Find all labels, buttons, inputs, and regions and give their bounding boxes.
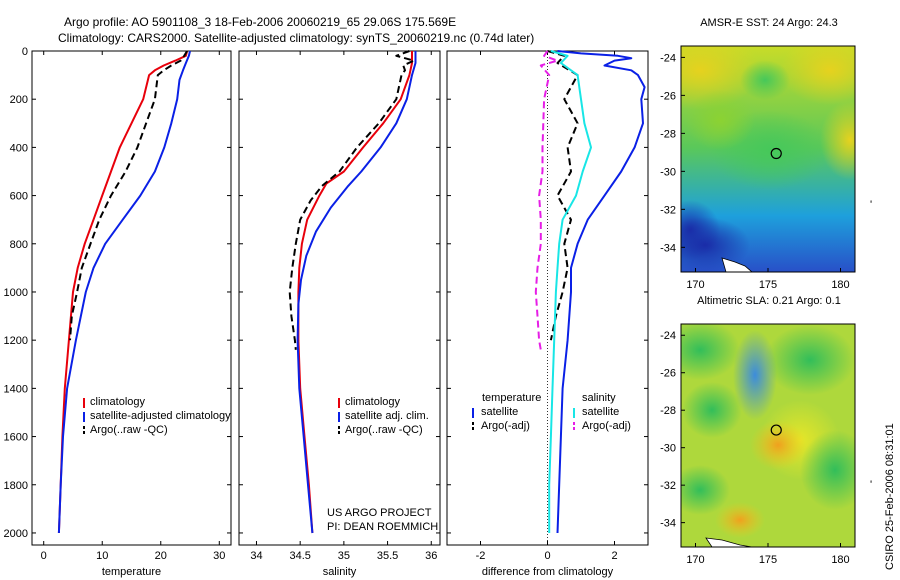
legend-label-satellite-adjusted: satellite adj. clim.: [345, 410, 429, 422]
series-line-satellite-adj-clim: [296, 51, 417, 534]
x-axis-label: salinity: [323, 566, 357, 578]
y-tick-label: -30: [660, 443, 676, 455]
y-tick-label: 0: [22, 46, 28, 58]
series-line-argo-adj: [534, 50, 559, 350]
x-tick-label: 175: [759, 554, 777, 566]
sla-map-panel: Altimetric SLA: 0.21 Argo: 0.1 170 175 180 -…: [660, 295, 856, 566]
x-tick-label: 180: [831, 279, 849, 291]
plot-frame: [31, 50, 232, 546]
legend-label-sal-satellite: satellite: [582, 406, 619, 418]
y-tick-label: -24: [660, 52, 676, 64]
x-tick-label: 34.5: [289, 550, 310, 562]
legend-title-salinity: salinity: [582, 392, 616, 404]
argo-location-marker: [770, 147, 782, 160]
y-tick-label: -26: [660, 90, 676, 102]
x-tick-label: 10: [96, 550, 108, 562]
x-tick-label: -2: [476, 550, 486, 562]
x-tick-label: 35.5: [377, 550, 398, 562]
y-tick-label: 1200: [4, 335, 28, 347]
edge-mark: ': [870, 199, 872, 211]
side-timestamp: CSIRO 25-Feb-2006 08:31:01: [884, 423, 896, 570]
x-tick-label: 36: [425, 550, 437, 562]
legend-label-sal-argo: Argo(-adj): [582, 420, 631, 432]
x-tick-label: 170: [686, 279, 704, 291]
sst-map-panel: AMSR-E SST: 24 Argo: 24.3 170 175 180 -24 -26…: [660, 17, 856, 291]
x-tick-label: 0: [41, 550, 47, 562]
legend-label-temp-satellite: satellite: [481, 406, 518, 418]
legend-label-argo: Argo(..raw -QC): [345, 424, 423, 436]
y-tick-label: 2000: [4, 528, 28, 540]
x-tick-label: 180: [831, 554, 849, 566]
figure-title-line2: Climatology: CARS2000. Satellite-adjuste…: [58, 31, 534, 45]
series-line-satellite: [556, 50, 646, 534]
x-axis-label: temperature: [102, 566, 161, 578]
salinity-legend: climatology satellite adj. clim. Argo(..…: [338, 396, 429, 436]
legend-label-temp-argo: Argo(-adj): [481, 420, 530, 432]
y-tick-label: -32: [660, 204, 676, 216]
edge-mark: ': [870, 479, 872, 491]
x-tick-label: 175: [759, 279, 777, 291]
x-tick-label: 30: [213, 550, 225, 562]
x-tick-label: 170: [686, 554, 704, 566]
difference-legend: temperature salinity satellite Argo(-adj…: [472, 392, 631, 432]
y-tick-label: -26: [660, 368, 676, 380]
series-line-argo-adj: [547, 50, 579, 341]
legend-label-argo: Argo(..raw -QC): [90, 424, 168, 436]
y-tick-label: 600: [10, 191, 28, 203]
temperature-panel: 0 10 20 30 0 200 400 600 800 1000 1200 1400 1600 1800…: [4, 46, 232, 578]
argo-location-marker: [770, 424, 782, 436]
x-tick-label: 20: [155, 550, 167, 562]
project-name: US ARGO PROJECT: [327, 507, 432, 519]
y-tick-label: 1800: [4, 480, 28, 492]
x-tick-label: 0: [544, 550, 550, 562]
series-line-satellite: [548, 50, 592, 533]
y-tick-label: 1600: [4, 432, 28, 444]
x-tick-label: 34: [250, 550, 262, 562]
project-pi: PI: DEAN ROEMMICH: [327, 521, 438, 533]
sla-map-image: [681, 324, 855, 547]
y-tick-label: 800: [10, 239, 28, 251]
legend-label-satellite-adjusted: satellite-adjusted climatology: [90, 410, 231, 422]
series-line-argo-raw-qc: [288, 50, 415, 350]
legend-label-climatology: climatology: [90, 396, 146, 408]
y-tick-label: 1000: [4, 287, 28, 299]
series-line-climatology: [57, 50, 189, 534]
series-line-argo-raw-qc: [69, 50, 188, 341]
legend-label-climatology: climatology: [345, 396, 401, 408]
difference-panel: -2 0 2 difference from climatology: [446, 50, 649, 578]
temperature-legend: climatology satellite-adjusted climatolo…: [83, 396, 231, 436]
y-tick-label: -30: [660, 166, 676, 178]
figure-title-line1: Argo profile: AO 5901108_3 18-Feb-2006 2…: [64, 15, 456, 29]
y-tick-label: -28: [660, 405, 676, 417]
x-tick-label: 35: [338, 550, 350, 562]
y-tick-label: 200: [10, 94, 28, 106]
y-tick-label: 400: [10, 142, 28, 154]
y-tick-label: -24: [660, 330, 676, 342]
y-tick-label: -28: [660, 128, 676, 140]
x-tick-label: 2: [611, 550, 617, 562]
sst-map-image: [681, 46, 855, 272]
y-tick-label: 1400: [4, 383, 28, 395]
y-tick-label: -34: [660, 242, 676, 254]
map-title: Altimetric SLA: 0.21 Argo: 0.1: [697, 295, 841, 307]
x-axis-label: difference from climatology: [482, 566, 614, 578]
y-tick-label: -34: [660, 518, 676, 530]
series-line-satellite-adjusted-climatology: [57, 50, 191, 534]
salinity-panel: 34 34.5 35 35.5 36 salinity: [238, 50, 441, 578]
plot-frame: [238, 50, 441, 546]
y-tick-label: -32: [660, 480, 676, 492]
legend-title-temperature: temperature: [482, 392, 541, 404]
map-title: AMSR-E SST: 24 Argo: 24.3: [700, 17, 838, 29]
